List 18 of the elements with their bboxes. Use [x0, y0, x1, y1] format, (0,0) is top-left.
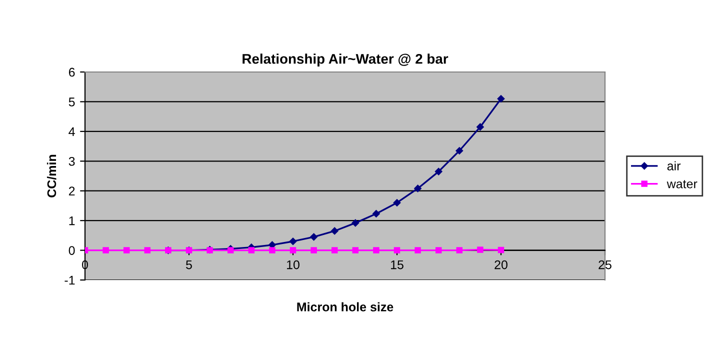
- y-tick-label: 5: [68, 98, 75, 106]
- legend-label: air: [667, 161, 681, 170]
- y-tick-label: 4: [68, 127, 75, 136]
- x-tick-label: 20: [494, 260, 508, 270]
- legend-label: water: [666, 180, 698, 188]
- y-tick-label: 0: [68, 246, 75, 255]
- x-axis-title: Micron hole size: [297, 302, 394, 312]
- y-tick-label: -1: [64, 276, 75, 285]
- chart-title: Relationship Air~Water @ 2 bar: [242, 54, 448, 67]
- y-tick-label: 6: [68, 68, 75, 77]
- y-tick-label: 1: [69, 216, 75, 226]
- y-tick-label: 3: [68, 156, 75, 166]
- y-tick-label: 2: [68, 186, 75, 196]
- x-tick-label: 15: [391, 260, 404, 270]
- x-tick-label: 10: [287, 260, 300, 270]
- x-tick-label: 5: [186, 260, 192, 270]
- x-tick-label: 25: [598, 260, 612, 270]
- y-axis-title: CC/min: [46, 154, 56, 198]
